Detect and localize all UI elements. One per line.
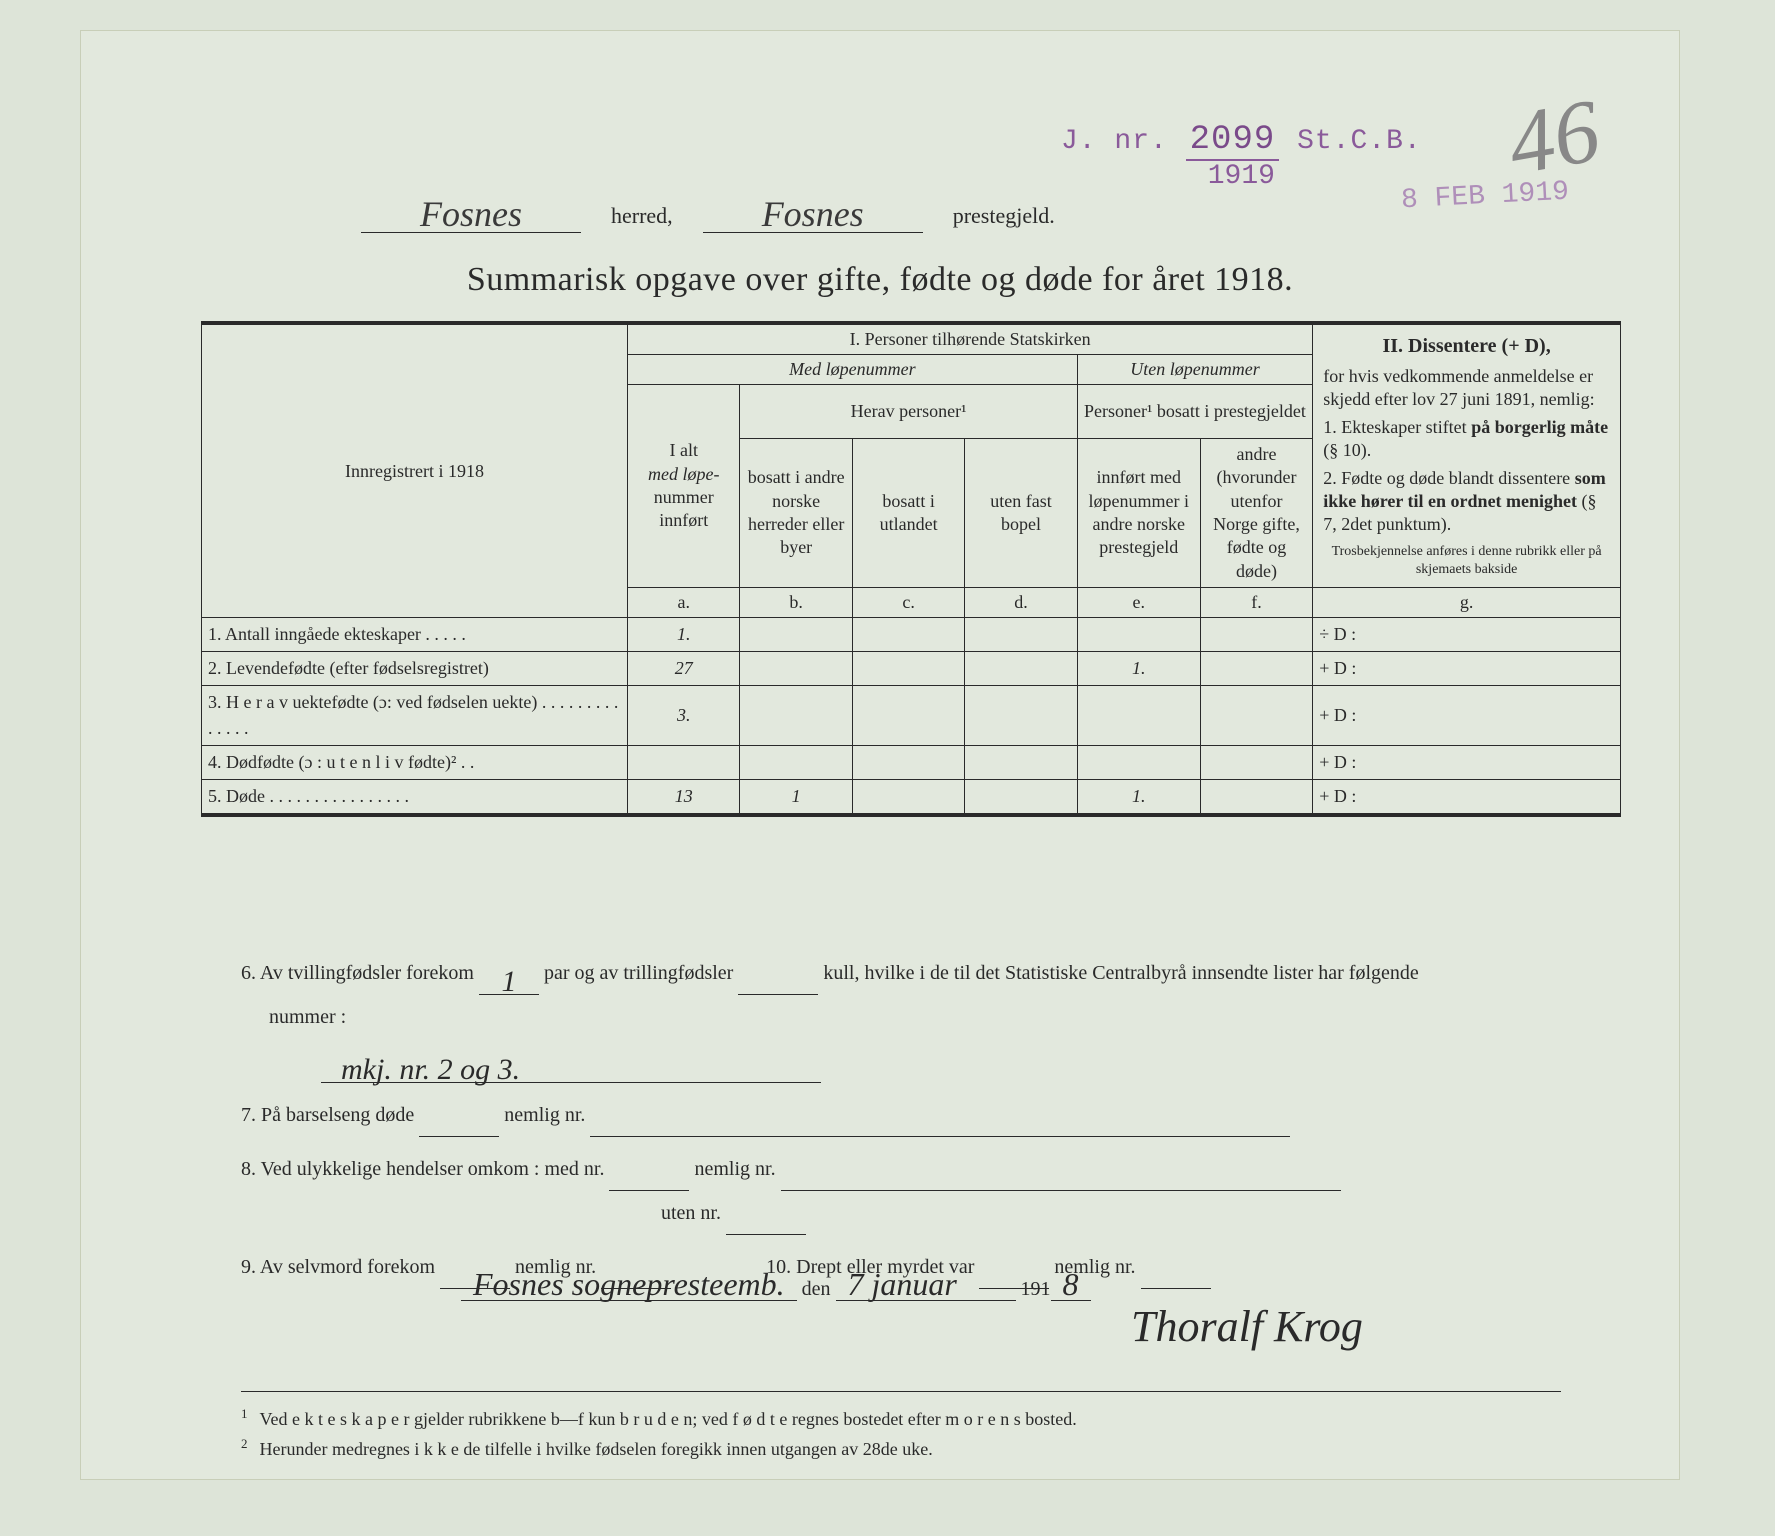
cell-f [1200,618,1312,652]
col-a-letter: a. [628,588,740,618]
cell-c [852,618,964,652]
cell-f [1200,780,1312,816]
cell-a: 27 [628,652,740,686]
section2-note: Trosbekjennelse anføres i denne rubrikk … [1323,543,1610,579]
cell-b: 1 [740,780,852,816]
cell-b [740,652,852,686]
signature-year-digit: 8 [1051,1268,1091,1301]
cell-g: + D : [1313,780,1621,816]
prestegjeld-label: prestegjeld. [953,203,1055,233]
row-label: 3. H e r a v uektefødte (ɔ: ved fødselen… [202,686,628,745]
footnote-2: Herunder medregnes i k k e de tilfelle i… [260,1439,933,1459]
col-c-header: bosatt i utlandet [852,438,964,587]
cell-f [1200,686,1312,745]
row-label: 2. Levendefødte (efter fødselsregistret) [202,652,628,686]
cell-g: + D : [1313,745,1621,779]
cell-a [628,745,740,779]
cell-d [965,652,1077,686]
item-8: 8. Ved ulykkelige hendelser omkom : med … [241,1147,1581,1235]
cell-c [852,652,964,686]
col-d-header: uten fast bopel [965,438,1077,587]
col-b-letter: b. [740,588,852,618]
herav-header: Herav personer¹ [740,385,1077,439]
cell-c [852,745,964,779]
cell-b [740,686,852,745]
cell-c [852,780,964,816]
cell-g: ÷ D : [1313,618,1621,652]
cell-e: 1. [1077,780,1200,816]
table-row: 4. Dødfødte (ɔ : u t e n l i v fødte)² .… [202,745,1621,779]
row-label: 5. Døde . . . . . . . . . . . . . . . . [202,780,628,816]
cell-b [740,618,852,652]
jnr-suffix: St.C.B. [1297,126,1422,157]
col-a-header: I alt med løpe- nummer innført [628,385,740,588]
cell-d [965,618,1077,652]
cell-a: 3. [628,686,740,745]
footnote-1: Ved e k t e s k a p e r gjelder rubrikke… [260,1409,1077,1429]
cell-a: 1. [628,618,740,652]
col-g-letter: g. [1313,588,1621,618]
col-e-header: innført med løpenummer i andre norske pr… [1077,438,1200,587]
col-e-letter: e. [1077,588,1200,618]
item6-twins-value: 1 [479,970,539,995]
cell-d [965,745,1077,779]
cell-e [1077,745,1200,779]
cell-g: + D : [1313,652,1621,686]
cell-f [1200,745,1312,779]
document-title: Summarisk opgave over gifte, fødte og dø… [81,261,1679,299]
item-6: 6. Av tvillingfødsler forekom 1 par og a… [241,951,1581,1083]
item-7: 7. På barselseng døde nemlig nr. [241,1093,1581,1137]
left-column-header: Innregistrert i 1918 [202,323,628,618]
col-c-letter: c. [852,588,964,618]
herred-value: Fosnes [361,196,581,233]
item6-triplets-value [738,994,818,995]
section1-header: I. Personer tilhørende Statskirken [628,323,1313,355]
jnr-prefix: J. nr. [1061,126,1168,157]
footnotes: 1Ved e k t e s k a p e r gjelder rubrikk… [241,1391,1561,1464]
sub-med-lopenummer: Med løpenummer [628,355,1078,385]
table-row: 2. Levendefødte (efter fødselsregistret)… [202,652,1621,686]
section2-body: for hvis vedkommende anmeldelse er skjed… [1323,365,1610,412]
jnr-number: 2099 [1186,121,1280,161]
col-b-header: bosatt i andre norske herreder eller bye… [740,438,852,587]
section2-header-cell: II. Dissentere (+ D), for hvis vedkommen… [1313,323,1621,588]
document-page: J. nr. 2099 St.C.B. 1919 46 8 FEB 1919 F… [80,30,1680,1480]
table-row: 3. H e r a v uektefødte (ɔ: ved fødselen… [202,686,1621,745]
col-f-header: andre (hvorunder utenfor Norge gifte, fø… [1200,438,1312,587]
signature-name: Thoralf Krog [1131,1301,1363,1352]
cell-d [965,780,1077,816]
cell-g: + D : [1313,686,1621,745]
item6-written-numbers: mkj. nr. 2 og 3. [321,1058,821,1083]
cell-e [1077,686,1200,745]
journal-number-stamp: J. nr. 2099 St.C.B. 1919 [1061,121,1422,192]
signature-line: Fosnes sognepresteemb. den 7 januar 1918 [461,1268,1541,1301]
table-row: 5. Døde . . . . . . . . . . . . . . . .1… [202,780,1621,816]
cell-a: 13 [628,780,740,816]
herred-label: herred, [611,203,673,233]
cell-b [740,745,852,779]
cell-f [1200,652,1312,686]
cell-e [1077,618,1200,652]
section2-title: II. Dissentere (+ D), [1382,335,1550,357]
receipt-date-stamp: 8 FEB 1919 [1400,177,1569,217]
main-statistics-table: Innregistrert i 1918 I. Personer tilhøre… [201,321,1621,817]
table-row: 1. Antall inngåede ekteskaper . . . . .1… [202,618,1621,652]
sub-uten-lopenummer: Uten løpenummer [1077,355,1312,385]
row-label: 1. Antall inngåede ekteskaper . . . . . [202,618,628,652]
personer-header: Personer¹ bosatt i prestegjeldet [1077,385,1312,439]
prestegjeld-value: Fosnes [703,196,923,233]
below-table-section: 6. Av tvillingfødsler forekom 1 par og a… [241,951,1581,1299]
signature-date: 7 januar [836,1268,1016,1301]
jnr-year: 1919 [1061,161,1422,192]
col-d-letter: d. [965,588,1077,618]
col-f-letter: f. [1200,588,1312,618]
row-label: 4. Dødfødte (ɔ : u t e n l i v fødte)² .… [202,745,628,779]
cell-c [852,686,964,745]
cell-d [965,686,1077,745]
signature-place: Fosnes sognepresteemb. [461,1268,797,1301]
header-line: Fosnes herred, Fosnes prestegjeld. [361,196,1401,233]
cell-e: 1. [1077,652,1200,686]
